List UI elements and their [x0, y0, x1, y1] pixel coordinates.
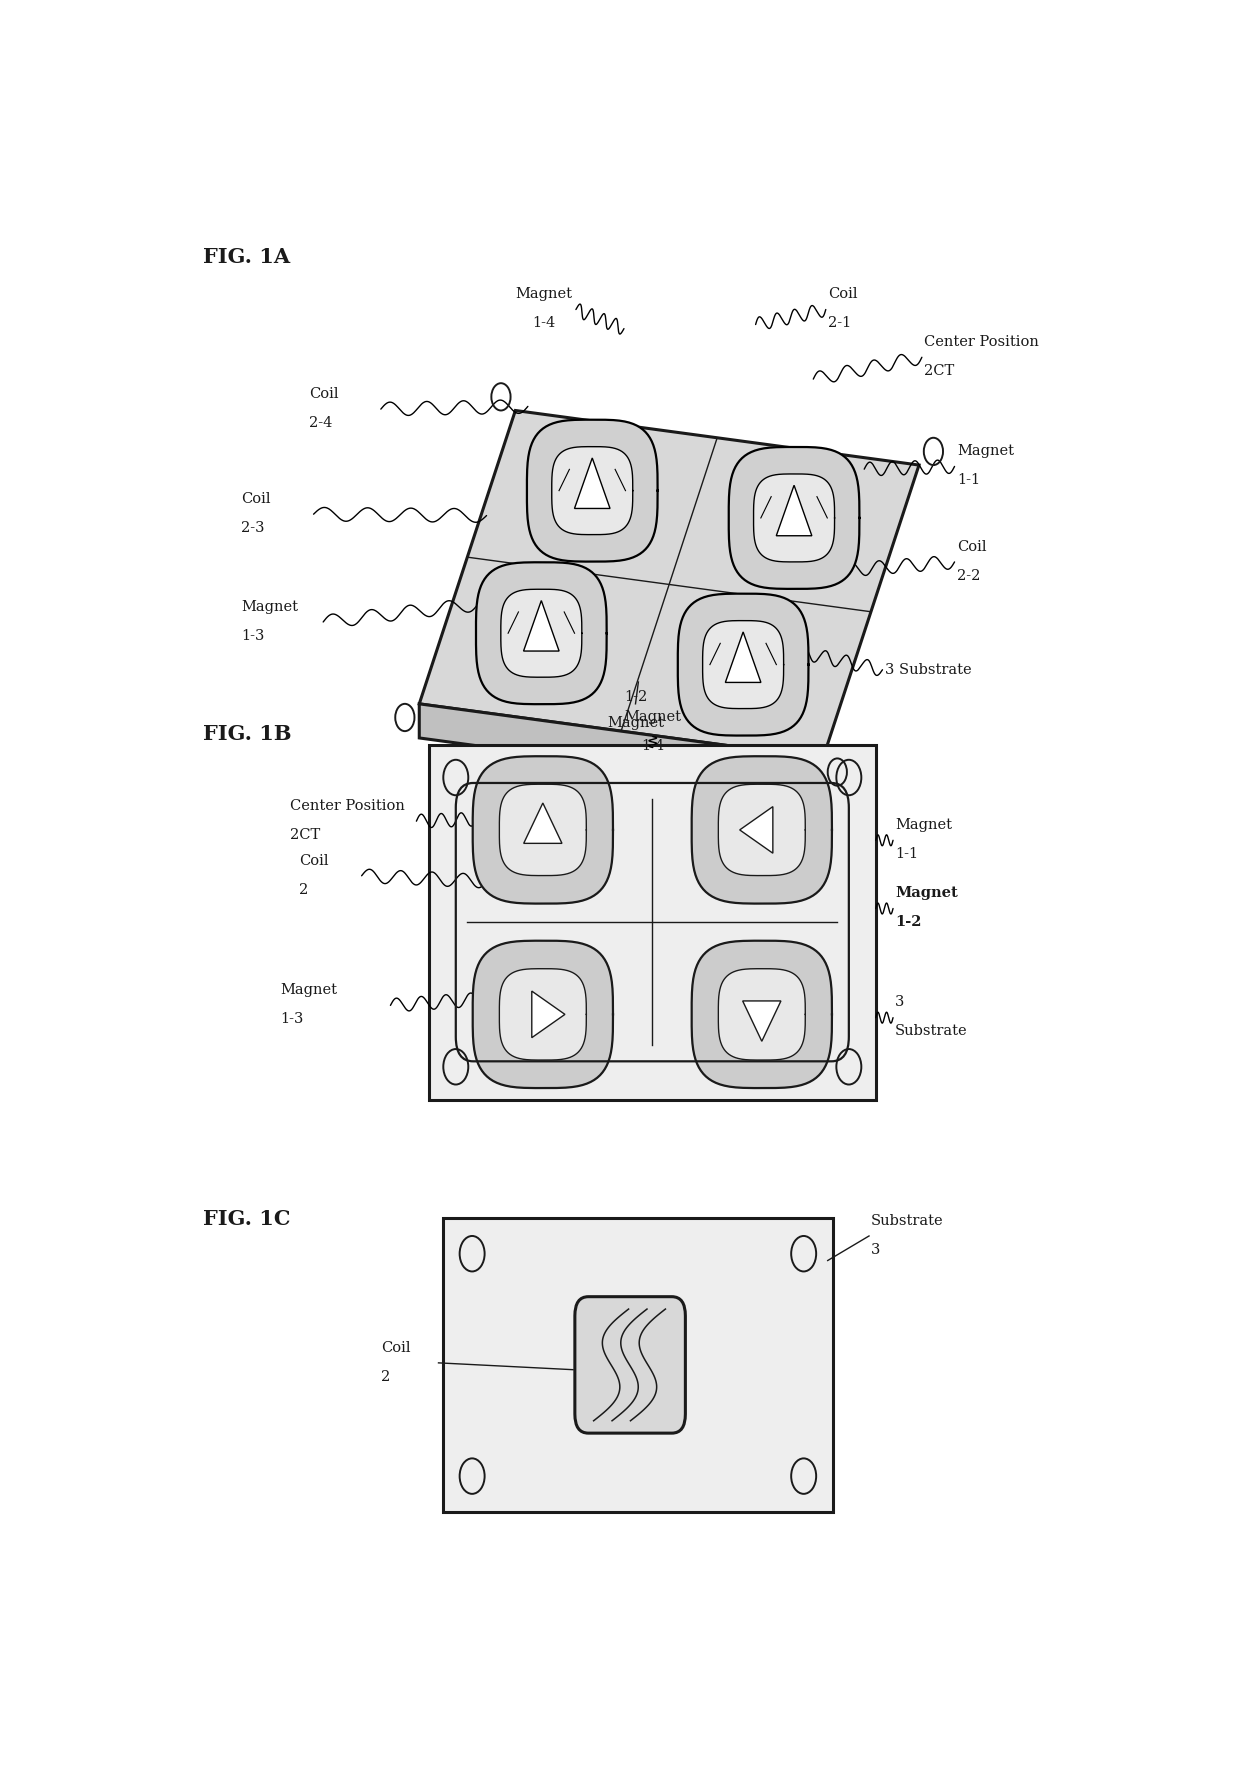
- Polygon shape: [743, 1001, 781, 1042]
- Text: Coil: Coil: [309, 386, 339, 400]
- Text: Magnet: Magnet: [957, 445, 1014, 459]
- Text: Magnet: Magnet: [624, 711, 681, 725]
- Polygon shape: [776, 486, 812, 535]
- Text: Magnet: Magnet: [242, 599, 299, 613]
- Text: Magnet: Magnet: [280, 983, 337, 998]
- Polygon shape: [718, 969, 805, 1060]
- Text: Center Position: Center Position: [290, 799, 404, 813]
- Polygon shape: [692, 941, 832, 1088]
- Text: FIG. 1A: FIG. 1A: [203, 246, 290, 268]
- Text: 2: 2: [299, 882, 309, 897]
- Text: Coil: Coil: [299, 854, 329, 868]
- Text: 3: 3: [870, 1242, 880, 1256]
- Text: 2-4: 2-4: [309, 416, 332, 431]
- Polygon shape: [501, 590, 582, 677]
- Polygon shape: [692, 757, 832, 904]
- Polygon shape: [729, 447, 859, 588]
- Text: 2-2: 2-2: [957, 569, 981, 583]
- Polygon shape: [527, 420, 657, 562]
- Text: 2CT: 2CT: [290, 828, 320, 842]
- Text: N: N: [556, 546, 570, 562]
- Text: S: S: [681, 613, 696, 631]
- Text: 1-2: 1-2: [895, 916, 921, 929]
- Polygon shape: [718, 785, 805, 875]
- Polygon shape: [476, 562, 606, 703]
- Text: 1-4: 1-4: [533, 317, 556, 330]
- Polygon shape: [500, 969, 587, 1060]
- Polygon shape: [552, 447, 632, 535]
- Text: 1-1: 1-1: [957, 473, 981, 487]
- Polygon shape: [725, 633, 761, 682]
- Bar: [429, 744, 875, 1099]
- Text: Center Position: Center Position: [924, 335, 1039, 349]
- Text: Magnet: Magnet: [608, 716, 663, 730]
- Text: 1-1: 1-1: [895, 847, 918, 861]
- Text: Coil: Coil: [242, 493, 272, 507]
- Polygon shape: [523, 803, 562, 843]
- Polygon shape: [419, 411, 919, 758]
- Polygon shape: [523, 601, 559, 650]
- Text: 3 Substrate: 3 Substrate: [885, 663, 972, 677]
- Text: 2-3: 2-3: [242, 521, 265, 535]
- Polygon shape: [532, 991, 565, 1038]
- Text: Magnet: Magnet: [516, 287, 573, 301]
- Polygon shape: [500, 785, 587, 875]
- Text: FIG. 1C: FIG. 1C: [203, 1209, 290, 1228]
- Polygon shape: [740, 806, 773, 852]
- FancyBboxPatch shape: [575, 1297, 686, 1434]
- Polygon shape: [574, 457, 610, 509]
- Text: 1-3: 1-3: [280, 1012, 304, 1026]
- Text: FIG. 1B: FIG. 1B: [203, 725, 291, 744]
- Text: 2-1: 2-1: [828, 317, 851, 330]
- Text: Coil: Coil: [828, 287, 857, 301]
- Text: 2: 2: [381, 1370, 391, 1384]
- Bar: [444, 1217, 832, 1512]
- Text: Magnet: Magnet: [895, 819, 952, 833]
- Polygon shape: [754, 473, 835, 562]
- Text: 2CT: 2CT: [924, 363, 954, 377]
- Text: Substrate: Substrate: [870, 1214, 944, 1228]
- Text: Coil: Coil: [957, 540, 987, 555]
- Text: 3: 3: [895, 996, 904, 1010]
- Polygon shape: [419, 703, 823, 792]
- Polygon shape: [472, 941, 613, 1088]
- Polygon shape: [472, 757, 613, 904]
- Polygon shape: [678, 594, 808, 735]
- Text: 1-2: 1-2: [624, 689, 647, 703]
- Polygon shape: [703, 620, 784, 709]
- Text: 1-3: 1-3: [242, 629, 265, 643]
- Text: N: N: [777, 510, 792, 528]
- Text: Magnet: Magnet: [895, 886, 957, 900]
- Text: Substrate: Substrate: [895, 1024, 967, 1038]
- Text: 1-4: 1-4: [641, 739, 665, 753]
- Text: Coil: Coil: [381, 1341, 410, 1354]
